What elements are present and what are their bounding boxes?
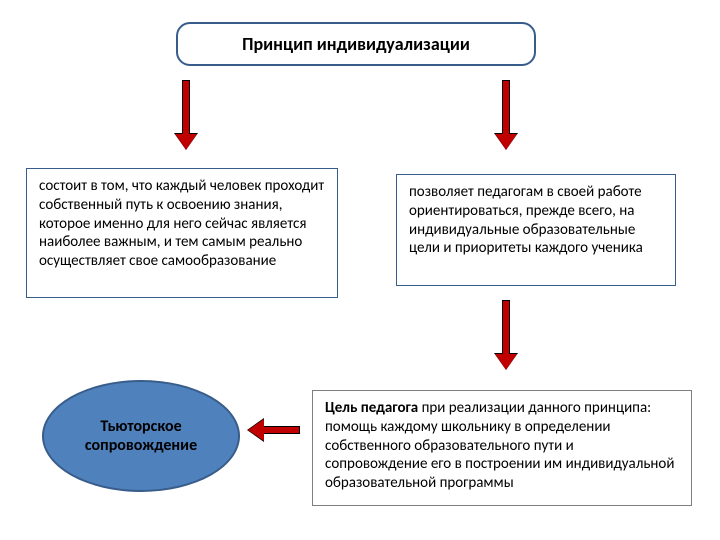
box-goal-text: Цель педагога при реализации данного при… [325,399,674,492]
box-left: состоит в том, что каждый человек проход… [26,168,338,298]
ellipse-text: Тьюторское сопровождение [44,417,238,455]
box-left-text: состоит в том, что каждый человек проход… [39,177,324,270]
box-right-text: позволяет педагогам в своей работе ориен… [409,183,643,257]
box-goal: Цель педагога при реализации данного при… [312,390,692,506]
title-box: Принцип индивидуализации [176,22,536,66]
box-right: позволяет педагогам в своей работе ориен… [396,174,676,286]
ellipse-tutor: Тьюторское сопровождение [42,380,240,492]
title-text: Принцип индивидуализации [242,33,470,55]
